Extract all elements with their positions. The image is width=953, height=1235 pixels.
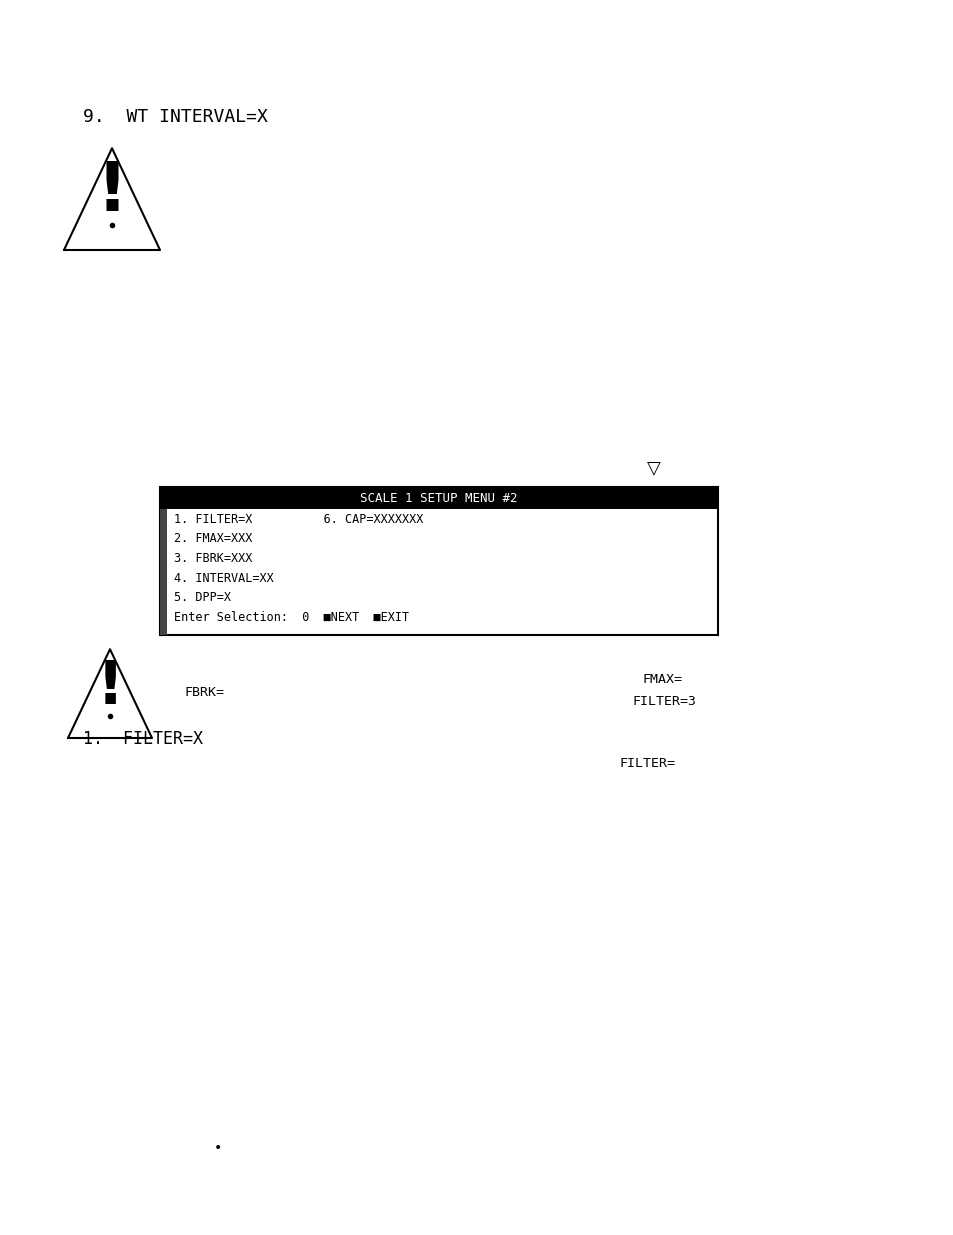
Text: ▽: ▽	[646, 459, 660, 477]
Text: FILTER=3: FILTER=3	[633, 695, 697, 708]
Text: SCALE 1 SETUP MENU #2: SCALE 1 SETUP MENU #2	[360, 492, 517, 505]
Text: !: !	[96, 658, 124, 718]
Text: Enter Selection:  0  ■NEXT  ■EXIT: Enter Selection: 0 ■NEXT ■EXIT	[173, 610, 409, 624]
Text: 5. DPP=X: 5. DPP=X	[173, 592, 231, 604]
Text: 3. FBRK=XXX: 3. FBRK=XXX	[173, 552, 253, 564]
Text: •: •	[213, 1141, 222, 1155]
Bar	[160, 487, 718, 509]
Bar	[160, 509, 167, 635]
Text: FBRK=: FBRK=	[185, 687, 225, 699]
Text: 1.  FILTER=X: 1. FILTER=X	[83, 730, 203, 748]
Text: 4. INTERVAL=XX: 4. INTERVAL=XX	[173, 572, 274, 584]
Text: 1. FILTER=X          6. CAP=XXXXXXX: 1. FILTER=X 6. CAP=XXXXXXX	[173, 513, 423, 526]
Text: FILTER=: FILTER=	[619, 757, 676, 769]
Text: 2. FMAX=XXX: 2. FMAX=XXX	[173, 532, 253, 546]
Bar	[160, 487, 718, 635]
Text: 9.  WT INTERVAL=X: 9. WT INTERVAL=X	[83, 107, 268, 126]
Text: FMAX=: FMAX=	[642, 673, 682, 685]
Text: !: !	[96, 159, 128, 225]
